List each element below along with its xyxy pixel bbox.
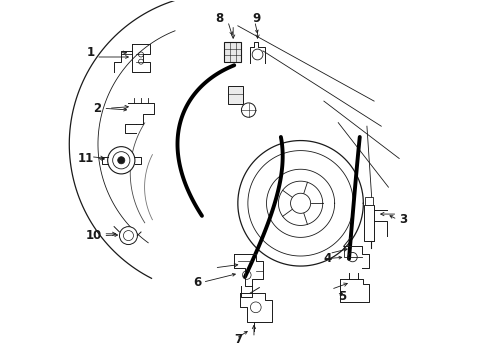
Text: 6: 6 <box>194 276 202 289</box>
Text: 10: 10 <box>85 229 101 242</box>
Bar <box>224 42 242 62</box>
Bar <box>364 205 374 241</box>
Circle shape <box>108 147 135 174</box>
Text: 2: 2 <box>94 102 101 115</box>
Bar <box>228 86 243 104</box>
Circle shape <box>118 157 125 164</box>
Text: 7: 7 <box>234 333 243 346</box>
Bar <box>366 197 373 205</box>
Text: 3: 3 <box>399 213 407 226</box>
Text: 8: 8 <box>215 12 223 25</box>
Circle shape <box>242 103 256 117</box>
Text: 4: 4 <box>324 252 332 265</box>
Text: 11: 11 <box>78 152 95 165</box>
Text: 5: 5 <box>338 290 346 303</box>
Text: 9: 9 <box>252 12 260 25</box>
Polygon shape <box>238 140 364 266</box>
Text: 1: 1 <box>86 46 95 59</box>
Circle shape <box>291 193 311 213</box>
Circle shape <box>120 226 137 244</box>
